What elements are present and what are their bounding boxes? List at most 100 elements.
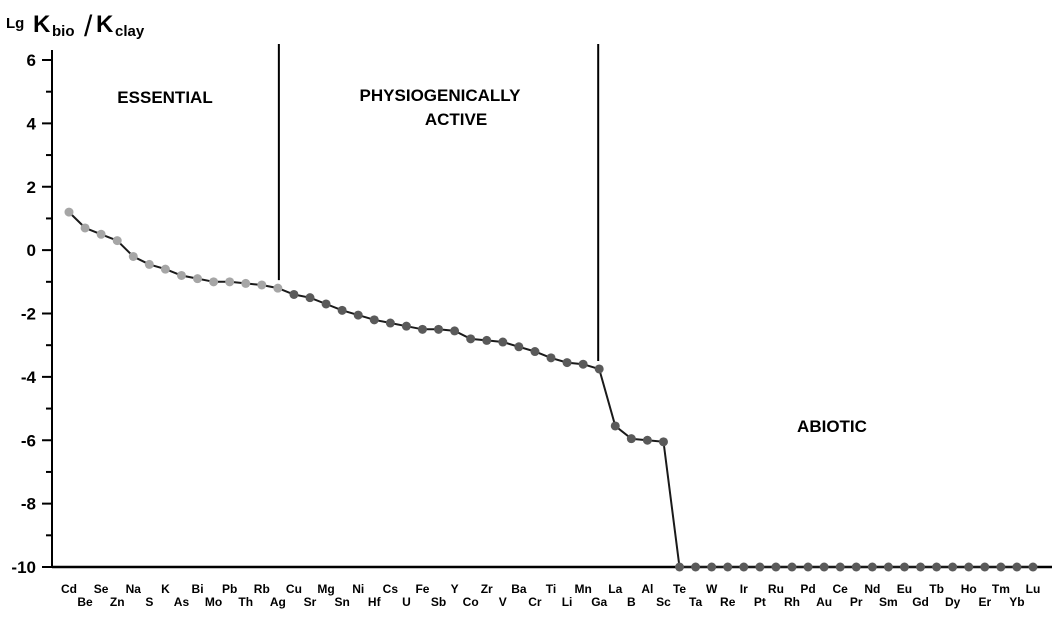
data-point xyxy=(353,310,363,320)
data-point xyxy=(626,434,636,444)
data-point xyxy=(514,342,524,352)
x-tick-label: Y xyxy=(451,582,459,596)
x-tick-label: Pb xyxy=(222,582,237,596)
x-tick-label: Yb xyxy=(1009,595,1024,609)
data-point xyxy=(835,562,845,572)
data-point xyxy=(739,562,749,572)
x-tick-label: Ti xyxy=(546,582,556,596)
x-tick-label: Th xyxy=(238,595,253,609)
data-point xyxy=(209,277,219,287)
data-point xyxy=(450,326,460,336)
data-point xyxy=(160,264,170,274)
y-tick-label: -4 xyxy=(21,368,37,387)
x-tick-label: Cs xyxy=(383,582,399,596)
data-point xyxy=(64,207,74,217)
data-point xyxy=(530,347,540,357)
data-point xyxy=(305,293,315,303)
data-point xyxy=(241,278,251,288)
data-point xyxy=(819,562,829,572)
x-tick-label: Sr xyxy=(304,595,317,609)
y-tick-label: -8 xyxy=(21,495,36,514)
data-point xyxy=(385,318,395,328)
y-tick-label: -2 xyxy=(21,305,36,324)
region-label: ABIOTIC xyxy=(797,417,867,436)
data-point xyxy=(128,251,138,261)
data-point xyxy=(642,435,652,445)
x-tick-label: Tb xyxy=(929,582,944,596)
x-tick-label: Gd xyxy=(912,595,929,609)
data-point xyxy=(401,321,411,331)
x-tick-label: Ir xyxy=(740,582,748,596)
y-label-prefix: Lg xyxy=(6,15,24,32)
x-tick-label: Mo xyxy=(205,595,222,609)
data-point xyxy=(96,229,106,239)
x-tick-label: U xyxy=(402,595,411,609)
data-point xyxy=(610,421,620,431)
x-tick-label: Co xyxy=(463,595,479,609)
data-point xyxy=(337,305,347,315)
data-point xyxy=(675,562,685,572)
x-tick-label: Sn xyxy=(334,595,349,609)
data-point xyxy=(144,259,154,269)
y-ticks: 6 4 2 0 -2 -4 -6 -8 -10 xyxy=(11,51,52,577)
x-tick-label: Pd xyxy=(800,582,815,596)
data-point xyxy=(1028,562,1038,572)
x-tick-label: Re xyxy=(720,595,736,609)
data-point xyxy=(996,562,1006,572)
x-tick-label: Nd xyxy=(864,582,880,596)
data-point xyxy=(883,562,893,572)
y-axis-label: Lg K bio / K clay xyxy=(6,10,145,43)
x-tick-label: Ta xyxy=(689,595,702,609)
x-tick-label: Lu xyxy=(1026,582,1041,596)
data-points xyxy=(64,207,1038,572)
x-tick-label: Ni xyxy=(352,582,364,596)
x-tick-label: Al xyxy=(641,582,653,596)
x-tick-label: Li xyxy=(562,595,573,609)
x-tick-label: Ru xyxy=(768,582,784,596)
data-point xyxy=(964,562,974,572)
data-point xyxy=(257,280,267,290)
y-label-k-bio: K xyxy=(33,11,51,38)
x-tick-label: Na xyxy=(126,582,142,596)
x-tick-label: Zr xyxy=(481,582,493,596)
x-tick-label: B xyxy=(627,595,636,609)
data-point xyxy=(321,299,331,309)
x-tick-label: K xyxy=(161,582,170,596)
region-label: ACTIVE xyxy=(425,110,487,129)
x-tick-label: Ce xyxy=(833,582,849,596)
x-tick-label: Sc xyxy=(656,595,671,609)
region-dividers xyxy=(277,44,600,361)
region-label: PHYSIOGENICALLY xyxy=(360,86,522,105)
x-tick-label: As xyxy=(174,595,190,609)
data-point xyxy=(771,562,781,572)
x-tick-label: Be xyxy=(77,595,93,609)
data-point xyxy=(948,562,958,572)
x-tick-label: Cr xyxy=(528,595,542,609)
y-label-k-clay: K xyxy=(96,11,114,38)
data-point xyxy=(498,337,508,347)
data-point xyxy=(899,562,909,572)
data-point xyxy=(851,562,861,572)
y-tick-label: 0 xyxy=(27,241,36,260)
x-tick-label: Ga xyxy=(591,595,607,609)
data-point xyxy=(369,315,379,325)
x-tick-label: Se xyxy=(94,582,109,596)
x-tick-label: La xyxy=(608,582,622,596)
data-point xyxy=(658,437,668,447)
y-tick-label: 4 xyxy=(27,114,37,133)
data-point xyxy=(755,562,765,572)
x-tick-label: Cu xyxy=(286,582,302,596)
x-tick-label: Eu xyxy=(897,582,912,596)
data-point xyxy=(691,562,701,572)
x-tick-label: V xyxy=(499,595,507,609)
y-tick-label: -10 xyxy=(11,558,36,577)
region-labels: ESSENTIAL PHYSIOGENICALLY ACTIVE ABIOTIC xyxy=(117,86,867,436)
data-point xyxy=(787,562,797,572)
x-tick-label: Rh xyxy=(784,595,800,609)
data-point xyxy=(466,334,476,344)
x-tick-label: Sb xyxy=(431,595,446,609)
data-point xyxy=(803,562,813,572)
x-tick-label: Au xyxy=(816,595,832,609)
x-tick-label: W xyxy=(706,582,718,596)
